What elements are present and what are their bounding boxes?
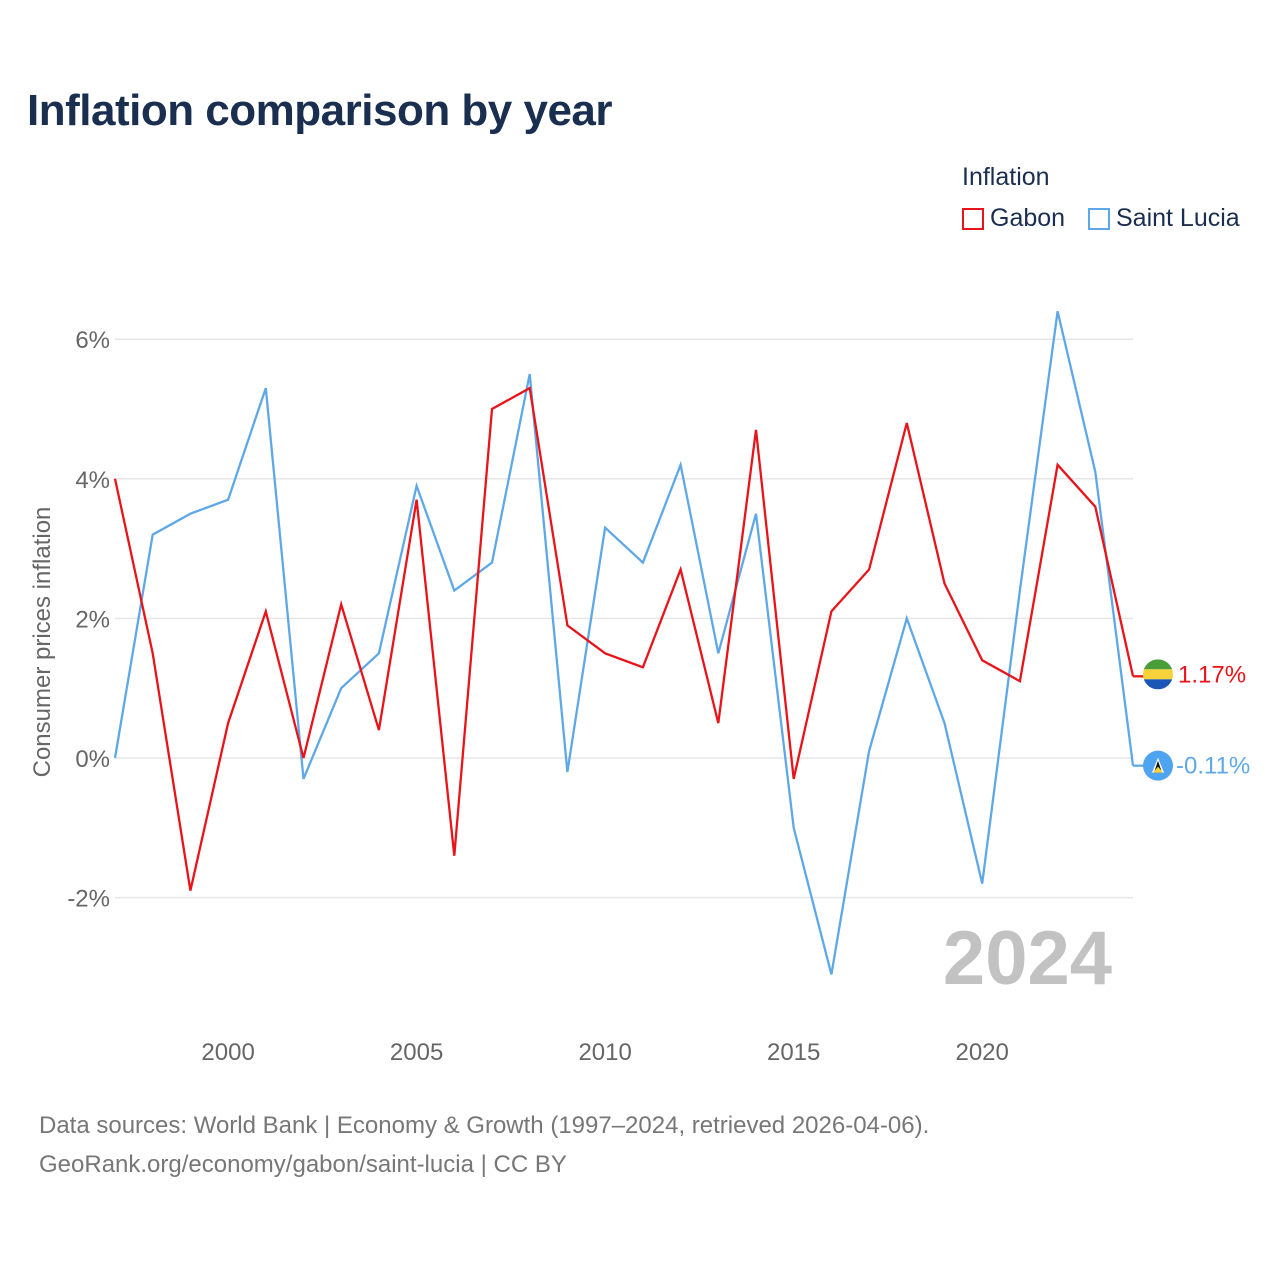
legend-label-gabon: Gabon [990,204,1066,232]
y-axis-label: Consumer prices inflation [29,507,56,778]
x-tick-label: 2015 [767,1039,820,1066]
y-tick-label: 6% [75,327,110,354]
saint-lucia-flag-icon [1143,750,1173,781]
source-line-2[interactable]: GeoRank.org/economy/gabon/saint-lucia | … [39,1151,567,1178]
gabon-end-value: 1.17% [1178,661,1246,688]
x-tick-label: 2010 [578,1039,631,1066]
y-tick-label: -2% [67,886,110,913]
x-tick-label: 2020 [955,1039,1008,1066]
y-tick-label: 0% [75,746,110,773]
x-tick-label: 2000 [201,1039,254,1066]
series-line-gabon[interactable] [113,386,1135,891]
legend-item-saint-lucia[interactable]: Saint Lucia [1088,204,1240,233]
legend-swatch-saint-lucia [1088,207,1110,230]
x-tick-label: 2005 [390,1039,443,1066]
source-note: Data sources: World Bank | Economy & Gro… [39,1106,929,1184]
series-line-saint-lucia[interactable] [113,311,1135,975]
chart-title: Inflation comparison by year [27,86,613,135]
gabon-flag-icon [1143,659,1173,690]
saint-lucia-end-value: -0.11% [1176,753,1250,780]
y-tick-label: 4% [75,467,110,494]
source-line-1: Data sources: World Bank | Economy & Gro… [39,1112,930,1139]
legend-label-saint-lucia: Saint Lucia [1116,204,1240,232]
legend-item-gabon[interactable]: Gabon [962,204,1065,233]
y-tick-label: 2% [75,606,110,633]
year-watermark: 2024 [943,916,1112,1001]
legend-title: Inflation [962,163,1050,191]
legend-swatch-gabon [962,207,984,230]
